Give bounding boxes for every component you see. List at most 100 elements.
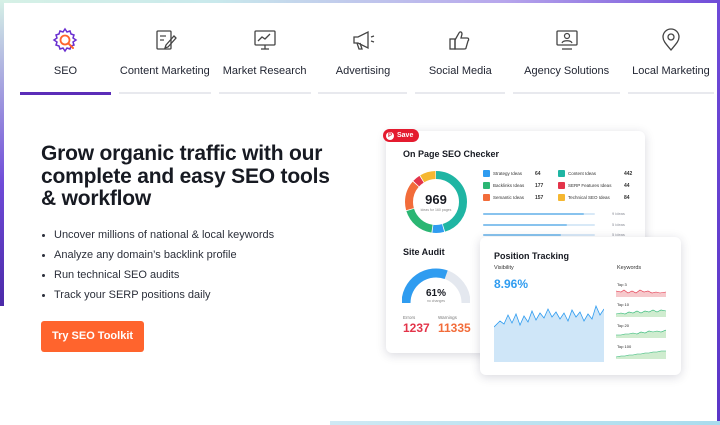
idea-label: SERP Features Ideas	[568, 183, 612, 188]
tab-underline	[218, 92, 311, 94]
tab-social-media[interactable]: Social Media	[415, 22, 506, 94]
feature-item: Track your SERP positions daily	[41, 288, 274, 308]
idea-legend-item: SERP Features Ideas 44	[558, 182, 633, 189]
site-audit-title: Site Audit	[403, 247, 445, 257]
keyword-row-label: Top 20	[617, 323, 630, 328]
ideas-donut: 969 ideas for 160 pages	[405, 171, 467, 233]
local-marketing-icon	[662, 28, 680, 52]
donut-segment	[405, 171, 467, 233]
visibility-label: Visibility	[494, 265, 514, 271]
idea-value: 157	[535, 194, 544, 201]
keyword-sparkline	[616, 350, 666, 359]
visibility-value: 8.96%	[494, 277, 529, 291]
hero-headline: Grow organic traffic with our complete a…	[41, 142, 330, 210]
agency-solutions-icon	[555, 30, 578, 50]
keyword-row-label: Top 100	[617, 344, 632, 349]
idea-legend-item: Technical SEO Ideas 84	[558, 194, 633, 201]
idea-bar	[483, 213, 595, 215]
idea-color-swatch	[483, 170, 490, 177]
idea-value: 64	[535, 170, 541, 177]
social-media-icon	[449, 31, 470, 50]
tab-label: Social Media	[428, 65, 492, 77]
idea-label: Technical SEO Ideas	[568, 195, 610, 200]
product-tabs: SEO Content Marketing Market Research	[20, 22, 714, 95]
idea-label: Strategy Ideas	[493, 171, 523, 176]
tab-advertising[interactable]: Advertising	[318, 22, 408, 94]
frame-top	[0, 0, 720, 3]
idea-color-swatch	[558, 170, 565, 177]
idea-color-swatch	[558, 194, 565, 201]
site-audit-percent: 61%	[426, 288, 446, 299]
tab-underline	[627, 92, 714, 94]
idea-color-swatch	[483, 182, 490, 189]
idea-value: 177	[535, 182, 544, 189]
tab-label: Local Marketing	[632, 65, 710, 77]
tab-underline	[513, 92, 621, 94]
keyword-sparkline	[616, 329, 666, 338]
idea-legend-item: Semantic Ideas 157	[483, 194, 558, 201]
advertising-icon	[353, 30, 375, 50]
tab-seo[interactable]: SEO	[20, 22, 111, 95]
seo-icon	[52, 27, 77, 53]
position-tracking-title: Position Tracking	[494, 251, 570, 261]
idea-label: Backlinks Ideas	[493, 183, 525, 188]
errors-count: 1237	[403, 321, 430, 335]
donut-segment	[405, 171, 467, 233]
idea-bar-label: 5 ideas	[612, 222, 625, 227]
tab-content-marketing[interactable]: Content Marketing	[118, 22, 211, 94]
frame-right	[717, 0, 720, 425]
idea-color-swatch	[483, 194, 490, 201]
idea-label: Content Ideas	[568, 171, 597, 176]
tab-underline	[318, 92, 408, 94]
idea-bar-label: 9 ideas	[612, 211, 625, 216]
feature-item: Uncover millions of national & local key…	[41, 228, 274, 248]
save-button[interactable]: P Save	[383, 129, 420, 142]
position-tracking-card: Position Tracking Visibility 8.96% Keywo…	[480, 237, 681, 375]
tab-label: Market Research	[222, 65, 307, 77]
errors-label: Errors	[403, 315, 416, 320]
idea-color-swatch	[558, 182, 565, 189]
site-audit-gauge: 61% no changes	[402, 268, 470, 304]
idea-value: 442	[624, 170, 633, 177]
warnings-count: 11335	[438, 321, 471, 335]
tab-label: SEO	[53, 65, 78, 77]
frame-bottom	[330, 421, 720, 425]
tab-label: Agency Solutions	[524, 65, 610, 77]
idea-legend-item: Backlinks Ideas 177	[483, 182, 558, 189]
tab-label: Advertising	[335, 65, 391, 77]
tab-underline	[415, 92, 506, 94]
idea-bar-label: 5 ideas	[612, 232, 625, 237]
tab-agency-solutions[interactable]: Agency Solutions	[513, 22, 621, 94]
market-research-icon	[254, 30, 276, 50]
feature-item: Analyze any domain’s backlink profile	[41, 248, 274, 268]
idea-bar	[483, 234, 595, 236]
keyword-sparkline	[616, 309, 666, 317]
idea-bar	[483, 224, 595, 226]
ideas-caption: ideas for 160 pages	[421, 208, 452, 212]
keyword-sparkline	[616, 289, 666, 297]
on-page-title: On Page SEO Checker	[403, 149, 500, 159]
keywords-label: Keywords	[617, 265, 642, 271]
save-label: Save	[397, 132, 414, 139]
warnings-label: Warnings	[438, 315, 457, 320]
idea-legend-item: Strategy Ideas 64	[483, 170, 558, 177]
tab-label: Content Marketing	[119, 65, 210, 77]
content-marketing-icon	[156, 30, 177, 50]
keyword-row-label: Top 10	[617, 302, 630, 307]
tab-market-research[interactable]: Market Research	[218, 22, 311, 94]
tab-underline	[118, 92, 211, 94]
donut-segment	[405, 171, 467, 233]
keyword-row-label: Top 3	[617, 282, 627, 287]
frame-left	[0, 0, 4, 306]
feature-item: Run technical SEO audits	[41, 268, 274, 288]
feature-list: Uncover millions of national & local key…	[41, 228, 274, 308]
tab-underline-active	[20, 92, 111, 95]
idea-legend-item: Content Ideas 442	[558, 170, 633, 177]
try-seo-toolkit-button[interactable]: Try SEO Toolkit	[41, 321, 144, 352]
pinterest-icon: P	[386, 131, 394, 140]
idea-value: 84	[624, 194, 630, 201]
tab-local-marketing[interactable]: Local Marketing	[627, 22, 714, 94]
idea-value: 44	[624, 182, 630, 189]
ideas-total: 969	[425, 192, 447, 207]
site-audit-caption: no changes	[427, 299, 445, 303]
